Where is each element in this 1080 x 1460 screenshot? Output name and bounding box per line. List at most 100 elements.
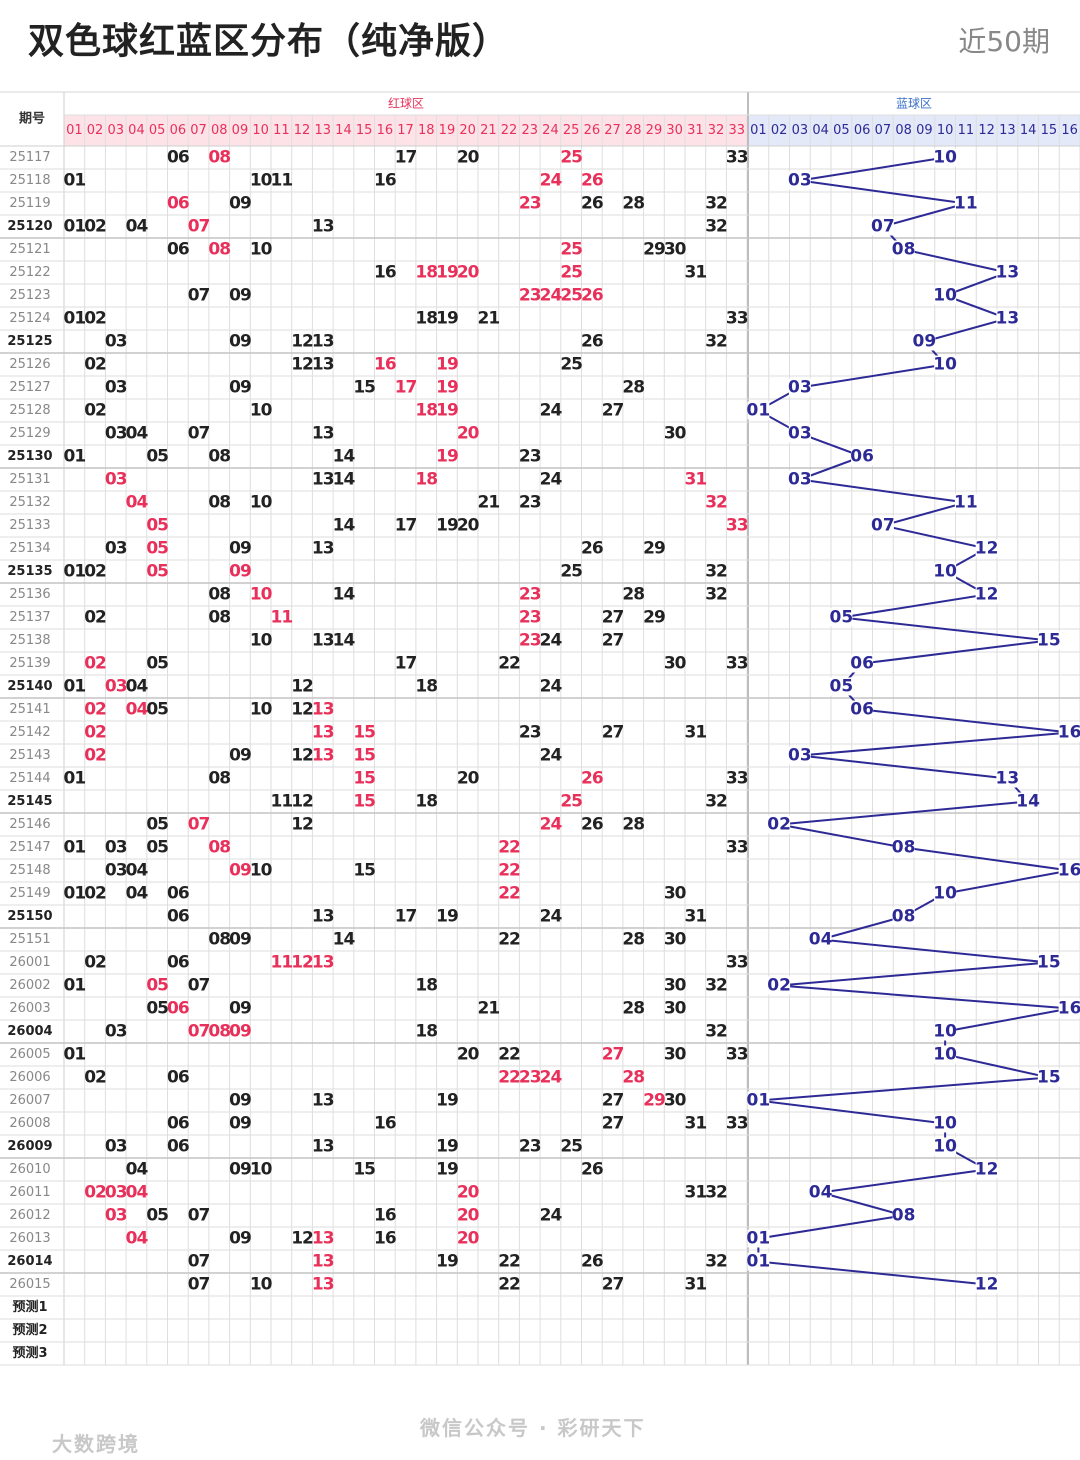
red-column-header: 30 — [666, 123, 683, 138]
period-label: 26005 — [9, 1047, 50, 1062]
red-column-header: 28 — [625, 123, 642, 138]
red-ball-number: 19 — [436, 1160, 458, 1180]
red-ball-number: 13 — [312, 355, 334, 375]
red-ball-number: 10 — [250, 700, 273, 720]
blue-ball-number: 05 — [830, 608, 854, 628]
blue-ball-bg — [892, 1206, 915, 1225]
red-ball-number: 23 — [519, 608, 541, 628]
blue-ball-bg — [975, 1160, 998, 1179]
red-ball-number: 32 — [705, 1022, 727, 1042]
red-ball-number: 07 — [188, 424, 210, 444]
red-ball-number: 03 — [105, 378, 127, 398]
red-ball-number: 29 — [643, 1091, 665, 1111]
red-ball-number: 12 — [291, 1229, 313, 1249]
red-ball-number: 07 — [188, 1022, 210, 1042]
red-ball-number: 09 — [229, 861, 251, 881]
red-ball-number: 30 — [664, 930, 687, 950]
blue-ball-number: 01 — [747, 1252, 771, 1272]
red-column-header: 03 — [107, 123, 124, 138]
red-ball-number: 31 — [685, 1114, 707, 1134]
red-ball-number: 32 — [705, 1252, 727, 1272]
period-label: 25148 — [9, 863, 50, 878]
red-column-header: 12 — [294, 123, 311, 138]
blue-ball-bg — [1037, 953, 1060, 972]
red-ball-number: 12 — [291, 355, 313, 375]
period-label: 25120 — [7, 219, 52, 234]
blue-ball-bg — [809, 930, 832, 949]
blue-ball-number: 15 — [1037, 953, 1061, 973]
red-ball-number: 10 — [250, 1275, 273, 1295]
red-ball-number: 31 — [685, 907, 707, 927]
blue-ball-number: 09 — [913, 332, 937, 352]
red-ball-number: 31 — [685, 470, 707, 490]
period-label: 25121 — [9, 242, 50, 257]
red-ball-number: 11 — [271, 608, 293, 628]
period-label: 25145 — [7, 794, 52, 809]
red-ball-number: 04 — [126, 1160, 149, 1180]
red-ball-number: 25 — [560, 792, 582, 812]
blue-ball-bg — [975, 1275, 998, 1294]
red-ball-number: 10 — [250, 493, 273, 513]
blue-ball-bg — [934, 562, 957, 581]
blue-column-header: 01 — [750, 123, 767, 138]
period-label: 26013 — [9, 1231, 50, 1246]
blue-ball-bg — [768, 976, 791, 995]
red-ball-number: 17 — [395, 516, 417, 536]
blue-ball-bg — [871, 217, 894, 236]
red-ball-number: 17 — [395, 378, 417, 398]
red-ball-number: 14 — [333, 447, 356, 467]
red-ball-number: 26 — [581, 1252, 603, 1272]
red-ball-number: 13 — [312, 1091, 334, 1111]
red-ball-number: 24 — [540, 677, 563, 697]
red-ball-number: 32 — [705, 493, 727, 513]
red-ball-number: 02 — [84, 1068, 106, 1088]
blue-ball-number: 13 — [996, 769, 1020, 789]
red-ball-number: 04 — [126, 884, 149, 904]
blue-ball-number: 13 — [996, 263, 1020, 283]
red-ball-number: 10 — [250, 585, 273, 605]
red-ball-number: 10 — [250, 401, 273, 421]
blue-ball-bg — [1017, 792, 1040, 811]
red-ball-number: 02 — [84, 217, 106, 237]
red-ball-number: 04 — [126, 1229, 149, 1249]
red-ball-number: 26 — [581, 539, 603, 559]
red-column-header: 07 — [190, 123, 207, 138]
red-ball-number: 19 — [436, 401, 458, 421]
red-ball-number: 13 — [312, 723, 334, 743]
red-ball-number: 22 — [498, 654, 520, 674]
blue-ball-number: 05 — [830, 677, 854, 697]
red-ball-number: 33 — [726, 309, 748, 329]
red-ball-number: 02 — [84, 884, 106, 904]
red-ball-number: 15 — [353, 769, 375, 789]
red-ball-number: 04 — [126, 217, 149, 237]
red-ball-number: 27 — [602, 401, 624, 421]
red-ball-number: 09 — [229, 378, 251, 398]
red-ball-number: 18 — [415, 309, 437, 329]
red-ball-number: 08 — [208, 585, 230, 605]
red-column-header: 32 — [708, 123, 725, 138]
red-ball-number: 02 — [84, 562, 106, 582]
red-ball-number: 25 — [560, 355, 582, 375]
red-ball-number: 04 — [126, 861, 149, 881]
red-ball-number: 18 — [415, 677, 437, 697]
red-ball-number: 25 — [560, 263, 582, 283]
red-ball-number: 08 — [208, 148, 230, 168]
red-ball-number: 33 — [726, 1114, 748, 1134]
red-ball-number: 10 — [250, 631, 273, 651]
red-ball-number: 07 — [188, 1252, 210, 1272]
red-ball-number: 22 — [498, 1068, 520, 1088]
blue-ball-number: 03 — [788, 378, 812, 398]
blue-ball-number: 12 — [975, 1275, 999, 1295]
red-ball-number: 05 — [146, 539, 168, 559]
red-column-header: 31 — [687, 123, 704, 138]
red-ball-number: 03 — [105, 1022, 127, 1042]
red-ball-number: 19 — [436, 378, 458, 398]
red-ball-number: 23 — [519, 1137, 541, 1157]
period-label: 26010 — [9, 1162, 50, 1177]
blue-ball-bg — [788, 424, 811, 443]
blue-ball-bg — [954, 493, 977, 512]
blue-ball-number: 10 — [933, 1045, 957, 1065]
period-label: 25135 — [7, 564, 52, 579]
page-title: 双色球红蓝区分布（纯净版） — [28, 21, 510, 62]
period-label: 26001 — [9, 955, 50, 970]
